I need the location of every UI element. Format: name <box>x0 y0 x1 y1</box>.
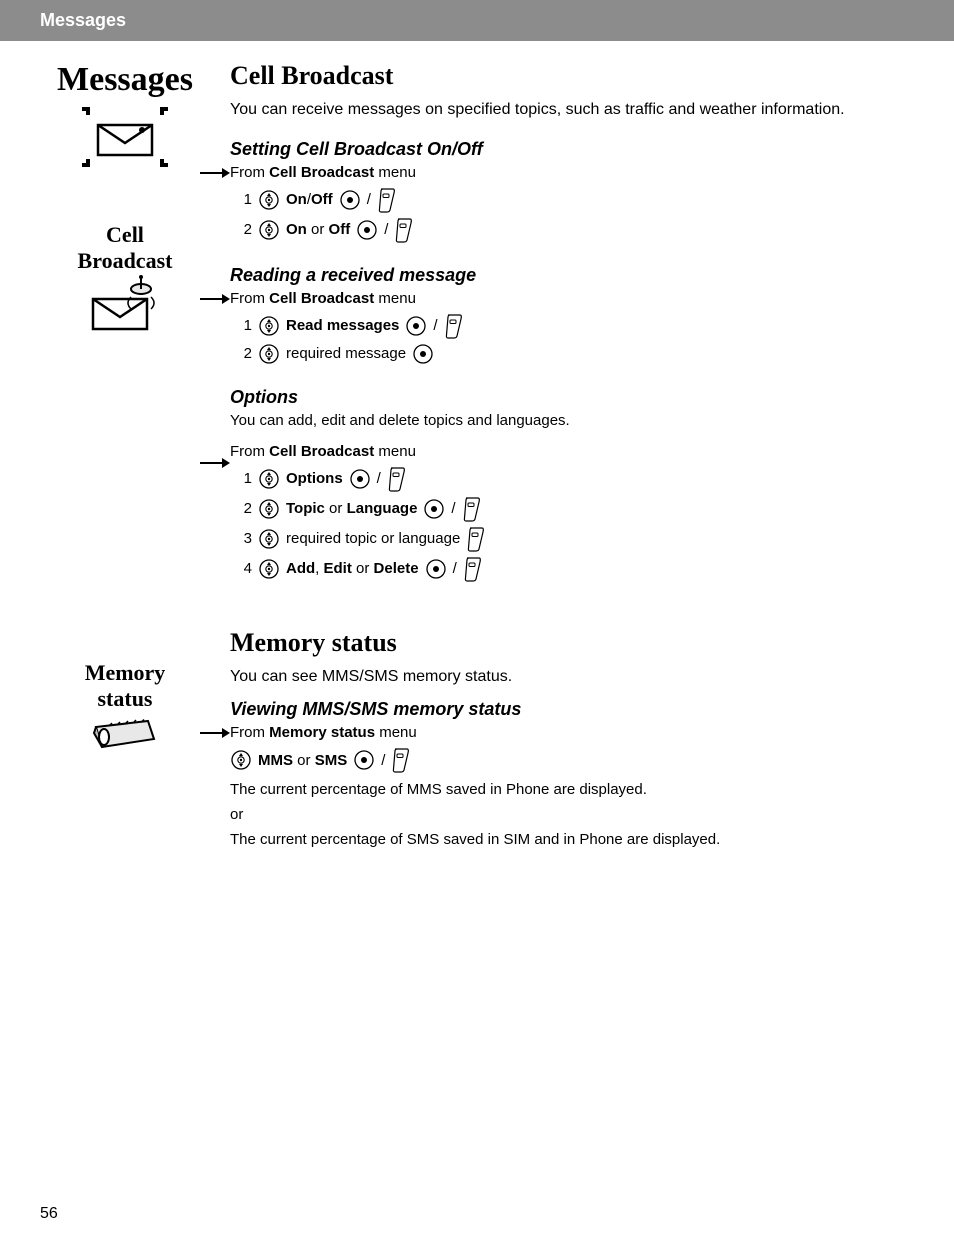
select-icon <box>349 468 371 490</box>
page-body: Messages Cell Broadcast Memory status <box>0 41 954 910</box>
sidebar-ms-l2: status <box>40 686 210 712</box>
nav-icon <box>258 468 280 490</box>
header-bar: Messages <box>0 0 954 41</box>
step-num: 4 <box>238 560 252 577</box>
step-row: 1 On/Off / <box>230 187 914 213</box>
arrow-icon <box>200 293 230 305</box>
setting-onoff-block: Setting Cell Broadcast On/Off From Cell … <box>230 139 914 243</box>
sidebar-cb-l2: Broadcast <box>40 248 210 274</box>
from-line: From Memory status menu <box>230 724 914 741</box>
reading-message-block: Reading a received message From Cell Bro… <box>230 265 914 365</box>
step-row: 2 On or Off / <box>230 217 914 243</box>
softkey-icon <box>387 466 407 492</box>
step-row: 1 Read messages / <box>230 313 914 339</box>
softkey-icon <box>466 526 486 552</box>
page-number: 56 <box>40 1205 58 1223</box>
options-block: Options You can add, edit and delete top… <box>230 387 914 582</box>
step-row: 3 required topic or language <box>230 526 914 552</box>
step-row: 4 Add, Edit or Delete / <box>230 556 914 582</box>
nav-icon <box>230 749 252 771</box>
softkey-icon <box>462 496 482 522</box>
sidebar-cb-l1: Cell <box>40 222 210 248</box>
sidebar-memory-status-label: Memory status <box>40 660 210 713</box>
from-line: From Cell Broadcast menu <box>230 164 914 181</box>
select-icon <box>339 189 361 211</box>
select-icon <box>405 315 427 337</box>
memory-or: or <box>230 806 914 823</box>
sidebar-messages-title: Messages <box>40 61 210 99</box>
memory-after1: The current percentage of MMS saved in P… <box>230 781 914 798</box>
arrow-icon <box>200 457 230 469</box>
step-num: 1 <box>238 317 252 334</box>
viewing-memory-block: Viewing MMS/SMS memory status From Memor… <box>230 699 914 848</box>
viewing-memory-heading: Viewing MMS/SMS memory status <box>230 699 914 720</box>
nav-icon <box>258 219 280 241</box>
sidebar-ms-l1: Memory <box>40 660 210 686</box>
softkey-icon <box>444 313 464 339</box>
step-row: MMS or SMS / <box>230 747 914 773</box>
header-title: Messages <box>40 10 126 30</box>
softkey-icon <box>463 556 483 582</box>
arrow-icon <box>200 727 230 739</box>
sidebar-cell-broadcast-label: Cell Broadcast <box>40 222 210 275</box>
step-num: 1 <box>238 470 252 487</box>
main-content: Cell Broadcast You can receive messages … <box>230 61 914 870</box>
cell-broadcast-intro: You can receive messages on specified to… <box>230 99 914 121</box>
step-row: 2 required message <box>230 343 914 365</box>
cell-broadcast-title: Cell Broadcast <box>230 61 914 91</box>
select-icon <box>425 558 447 580</box>
step-num: 2 <box>238 500 252 517</box>
memory-status-intro: You can see MMS/SMS memory status. <box>230 666 914 688</box>
nav-icon <box>258 528 280 550</box>
softkey-icon <box>377 187 397 213</box>
select-icon <box>356 219 378 241</box>
reading-heading: Reading a received message <box>230 265 914 286</box>
memory-chip-icon <box>90 713 160 758</box>
select-icon <box>353 749 375 771</box>
from-line: From Cell Broadcast menu <box>230 290 914 307</box>
memory-status-title: Memory status <box>230 628 914 658</box>
step-num: 2 <box>238 345 252 362</box>
step-row: 1 Options / <box>230 466 914 492</box>
from-line: From Cell Broadcast menu <box>230 443 914 460</box>
broadcast-envelope-icon <box>85 275 165 335</box>
step-num: 1 <box>238 191 252 208</box>
select-icon <box>423 498 445 520</box>
softkey-icon <box>391 747 411 773</box>
envelope-icon <box>80 107 170 167</box>
step-num: 3 <box>238 530 252 547</box>
nav-icon <box>258 498 280 520</box>
nav-icon <box>258 315 280 337</box>
select-icon <box>412 343 434 365</box>
options-heading: Options <box>230 387 914 408</box>
memory-after2: The current percentage of SMS saved in S… <box>230 831 914 848</box>
sidebar: Messages Cell Broadcast Memory status <box>40 61 210 870</box>
step-num: 2 <box>238 221 252 238</box>
arrow-icon <box>200 167 230 179</box>
setting-onoff-heading: Setting Cell Broadcast On/Off <box>230 139 914 160</box>
nav-icon <box>258 343 280 365</box>
options-intro: You can add, edit and delete topics and … <box>230 412 914 429</box>
nav-icon <box>258 189 280 211</box>
softkey-icon <box>394 217 414 243</box>
nav-icon <box>258 558 280 580</box>
step-row: 2 Topic or Language / <box>230 496 914 522</box>
